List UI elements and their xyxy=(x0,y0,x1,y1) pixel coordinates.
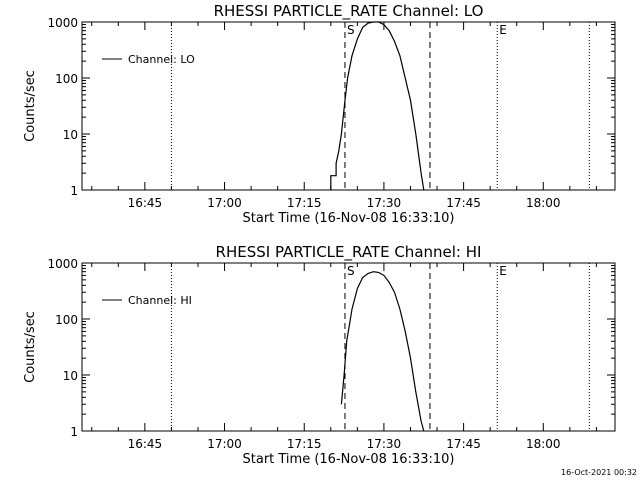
panel-2-marker-label: S xyxy=(347,264,355,278)
panel-2-x-axis-label: Start Time (16-Nov-08 16:33:10) xyxy=(243,452,455,467)
panel-2-y-tick-label: 1000 xyxy=(47,257,78,271)
panel-2-y-tick-label: 100 xyxy=(55,313,78,327)
panel-1-marker-label: S xyxy=(347,23,355,37)
panel-1-y-axis-label: Counts/sec xyxy=(23,70,38,142)
panel-1-x-tick-label: 17:30 xyxy=(367,196,402,210)
panel-2-frame xyxy=(81,262,616,432)
panel-1-x-tick-label: 17:15 xyxy=(287,196,322,210)
panel-2-x-tick-label: 17:00 xyxy=(207,437,242,451)
panel-1-x-tick-label: 18:00 xyxy=(526,196,561,210)
panel-2-x-tick-label: 18:00 xyxy=(526,437,561,451)
panel-1-title: RHESSI PARTICLE_RATE Channel: LO xyxy=(214,2,484,21)
panel-2-legend-label: Channel: HI xyxy=(128,294,192,307)
panel-1-x-tick-label: 17:45 xyxy=(446,196,481,210)
panel-2-x-tick-label: 17:45 xyxy=(446,437,481,451)
panel-2-x-tick-label: 17:15 xyxy=(287,437,322,451)
panel-1-y-tick-label: 10 xyxy=(63,128,78,142)
panel-1-marker-label: E xyxy=(499,23,507,37)
panel-1-frame xyxy=(81,21,616,191)
panel-2-series-line xyxy=(340,271,425,432)
panel-1-y-tick-label: 100 xyxy=(55,72,78,86)
panel-2-y-tick-label: 1 xyxy=(70,425,78,439)
panel-1-x-tick-label: 17:00 xyxy=(207,196,242,210)
panel-1-x-axis-label: Start Time (16-Nov-08 16:33:10) xyxy=(243,211,455,226)
panel-2-x-tick-label: 16:45 xyxy=(128,437,163,451)
panel-2-y-tick-label: 10 xyxy=(63,369,78,383)
panel-1-y-tick-label: 1000 xyxy=(47,16,78,30)
panel-2-title: RHESSI PARTICLE_RATE Channel: HI xyxy=(216,243,482,262)
panel-2-marker-label: E xyxy=(499,264,507,278)
panel-1-legend-label: Channel: LO xyxy=(128,53,195,66)
panel-2-y-axis-label: Counts/sec xyxy=(23,311,38,383)
timestamp-label: 16-Oct-2021 00:32 xyxy=(561,468,637,477)
panel-1-x-tick-label: 16:45 xyxy=(128,196,163,210)
panel-1-series-line xyxy=(330,21,425,191)
panel-1-y-tick-label: 1 xyxy=(70,184,78,198)
panel-2-x-tick-label: 17:30 xyxy=(367,437,402,451)
